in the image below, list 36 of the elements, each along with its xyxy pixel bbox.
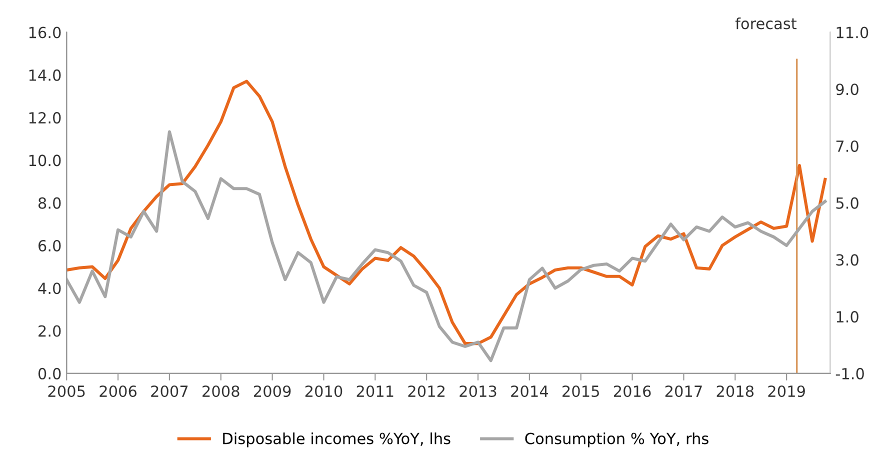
x-tick-label: 2018 bbox=[716, 385, 754, 398]
y2-tick-label: 3.0 bbox=[836, 254, 858, 266]
y-tick-label: 16.0 bbox=[29, 26, 61, 38]
x-tick-label: 2005 bbox=[48, 385, 85, 398]
y-tick-label: 8.0 bbox=[38, 197, 61, 209]
x-tick-label: 2013 bbox=[460, 385, 496, 398]
y-tick-label: 10.0 bbox=[29, 154, 61, 166]
y2-tick-label: 1.0 bbox=[836, 311, 858, 323]
x-tick-label: 2014 bbox=[511, 385, 548, 398]
x-tick-label: 2007 bbox=[151, 385, 188, 398]
line-series bbox=[66, 80, 827, 346]
y2-tick-label: -1.0 bbox=[836, 368, 864, 380]
y2-tick-label: 5.0 bbox=[836, 197, 858, 209]
x-tick-label: 2011 bbox=[356, 385, 394, 398]
x-tick-label: 2019 bbox=[768, 385, 805, 398]
legend-label: Consumption % YoY, rhs bbox=[525, 432, 708, 448]
y2-tick-label: 11.0 bbox=[836, 26, 868, 38]
line-series bbox=[66, 130, 827, 362]
x-tick-label: 2015 bbox=[562, 385, 599, 398]
legend-label: Disposable incomes %YoY, lhs bbox=[223, 432, 450, 448]
y2-tick-label: 9.0 bbox=[836, 84, 858, 96]
x-tick-label: 2008 bbox=[202, 385, 240, 398]
ref-line-label: forecast bbox=[735, 17, 796, 30]
x-tick-label: 2006 bbox=[100, 385, 137, 398]
x-tick-label: 2010 bbox=[305, 385, 342, 398]
x-tick-label: 2016 bbox=[614, 385, 651, 398]
y-tick-label: 4.0 bbox=[38, 282, 61, 294]
y-tick-label: 12.0 bbox=[29, 112, 61, 124]
x-tick-label: 2012 bbox=[408, 385, 444, 398]
x-tick-label: 2017 bbox=[665, 385, 702, 398]
y-tick-label: 2.0 bbox=[38, 325, 61, 337]
y-tick-label: 0.0 bbox=[38, 368, 61, 380]
y-tick-label: 6.0 bbox=[38, 240, 61, 252]
x-tick-label: 2009 bbox=[254, 385, 291, 398]
y-tick-label: 14.0 bbox=[29, 69, 61, 81]
y2-tick-label: 7.0 bbox=[836, 140, 858, 152]
